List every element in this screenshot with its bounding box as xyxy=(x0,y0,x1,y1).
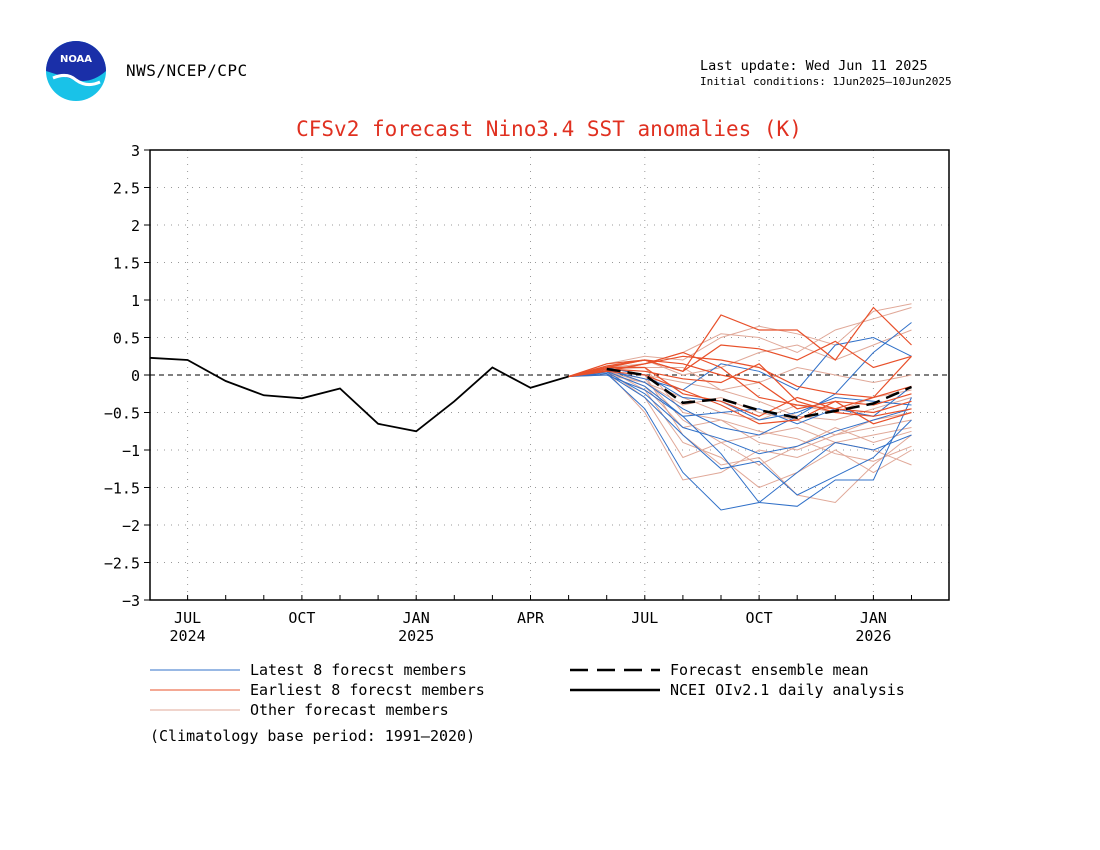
y-tick-label: 2.5 xyxy=(113,180,140,198)
chart-axes: 32.521.510.50−0.5−1−1.5−2−2.5−3JUL2024OC… xyxy=(104,142,912,645)
y-tick-label: 1 xyxy=(131,292,140,310)
series-latest-member xyxy=(568,371,912,455)
series-earliest-member xyxy=(568,363,912,417)
series-latest-member xyxy=(568,372,912,496)
series-observed xyxy=(149,356,569,433)
chart-grid xyxy=(150,150,949,600)
x-tick-year: 2026 xyxy=(855,627,891,645)
plot-frame xyxy=(149,149,950,601)
x-tick-label: JAN xyxy=(860,609,887,627)
x-tick-label: JUL xyxy=(631,609,658,627)
climatology-footnote: (Climatology base period: 1991—2020) xyxy=(150,727,476,745)
series-earliest-member xyxy=(568,351,912,414)
y-tick-label: −1 xyxy=(122,442,140,460)
y-tick-label: −3 xyxy=(122,592,140,610)
y-tick-label: −2 xyxy=(122,517,140,535)
x-tick-label: JUL xyxy=(174,609,201,627)
y-tick-label: 3 xyxy=(131,142,140,160)
series-other-member xyxy=(568,303,912,377)
legend: Latest 8 forecst members Earliest 8 fore… xyxy=(150,661,905,719)
agency-name: NWS/NCEP/CPC xyxy=(126,61,248,80)
y-tick-label: −1.5 xyxy=(104,480,140,498)
x-tick-label: APR xyxy=(517,609,545,627)
series-latest-member xyxy=(568,336,912,391)
x-tick-label: OCT xyxy=(288,609,315,627)
series-other-member xyxy=(568,366,912,504)
y-tick-label: −2.5 xyxy=(104,555,140,573)
x-tick-year: 2024 xyxy=(170,627,206,645)
legend-label-observed: NCEI OIv2.1 daily analysis xyxy=(670,681,905,699)
chart-title: CFSv2 forecast Nino3.4 SST anomalies (K) xyxy=(296,117,802,141)
series-earliest-member xyxy=(568,370,912,425)
series-latest-member xyxy=(568,322,912,436)
y-tick-label: 0.5 xyxy=(113,330,140,348)
y-tick-label: 2 xyxy=(131,217,140,235)
legend-label-mean: Forecast ensemble mean xyxy=(670,661,869,679)
series-latest-member xyxy=(568,372,912,511)
chart-series xyxy=(149,303,912,511)
series-earliest-member xyxy=(568,306,912,378)
y-tick-label: −0.5 xyxy=(104,405,140,423)
y-tick-label: 1.5 xyxy=(113,255,140,273)
series-ensemble-mean xyxy=(606,367,912,420)
series-latest-member xyxy=(568,370,912,507)
logo-text: NOAA xyxy=(60,54,92,65)
x-tick-label: JAN xyxy=(403,609,430,627)
initial-conditions: Initial conditions: 1Jun2025—10Jun2025 xyxy=(700,75,952,88)
series-other-member xyxy=(568,370,912,436)
last-update: Last update: Wed Jun 11 2025 xyxy=(700,58,928,74)
x-tick-year: 2025 xyxy=(398,627,434,645)
legend-label-other: Other forecast members xyxy=(250,701,449,719)
noaa-logo: NOAA xyxy=(46,41,106,101)
series-other-member xyxy=(568,369,912,466)
legend-label-latest: Latest 8 forecst members xyxy=(250,661,467,679)
series-earliest-member xyxy=(568,340,912,378)
y-tick-label: 0 xyxy=(131,367,140,385)
x-tick-label: OCT xyxy=(746,609,773,627)
series-other-member xyxy=(568,368,912,489)
legend-label-earliest: Earliest 8 forecst members xyxy=(250,681,485,699)
series-other-member xyxy=(568,307,912,377)
